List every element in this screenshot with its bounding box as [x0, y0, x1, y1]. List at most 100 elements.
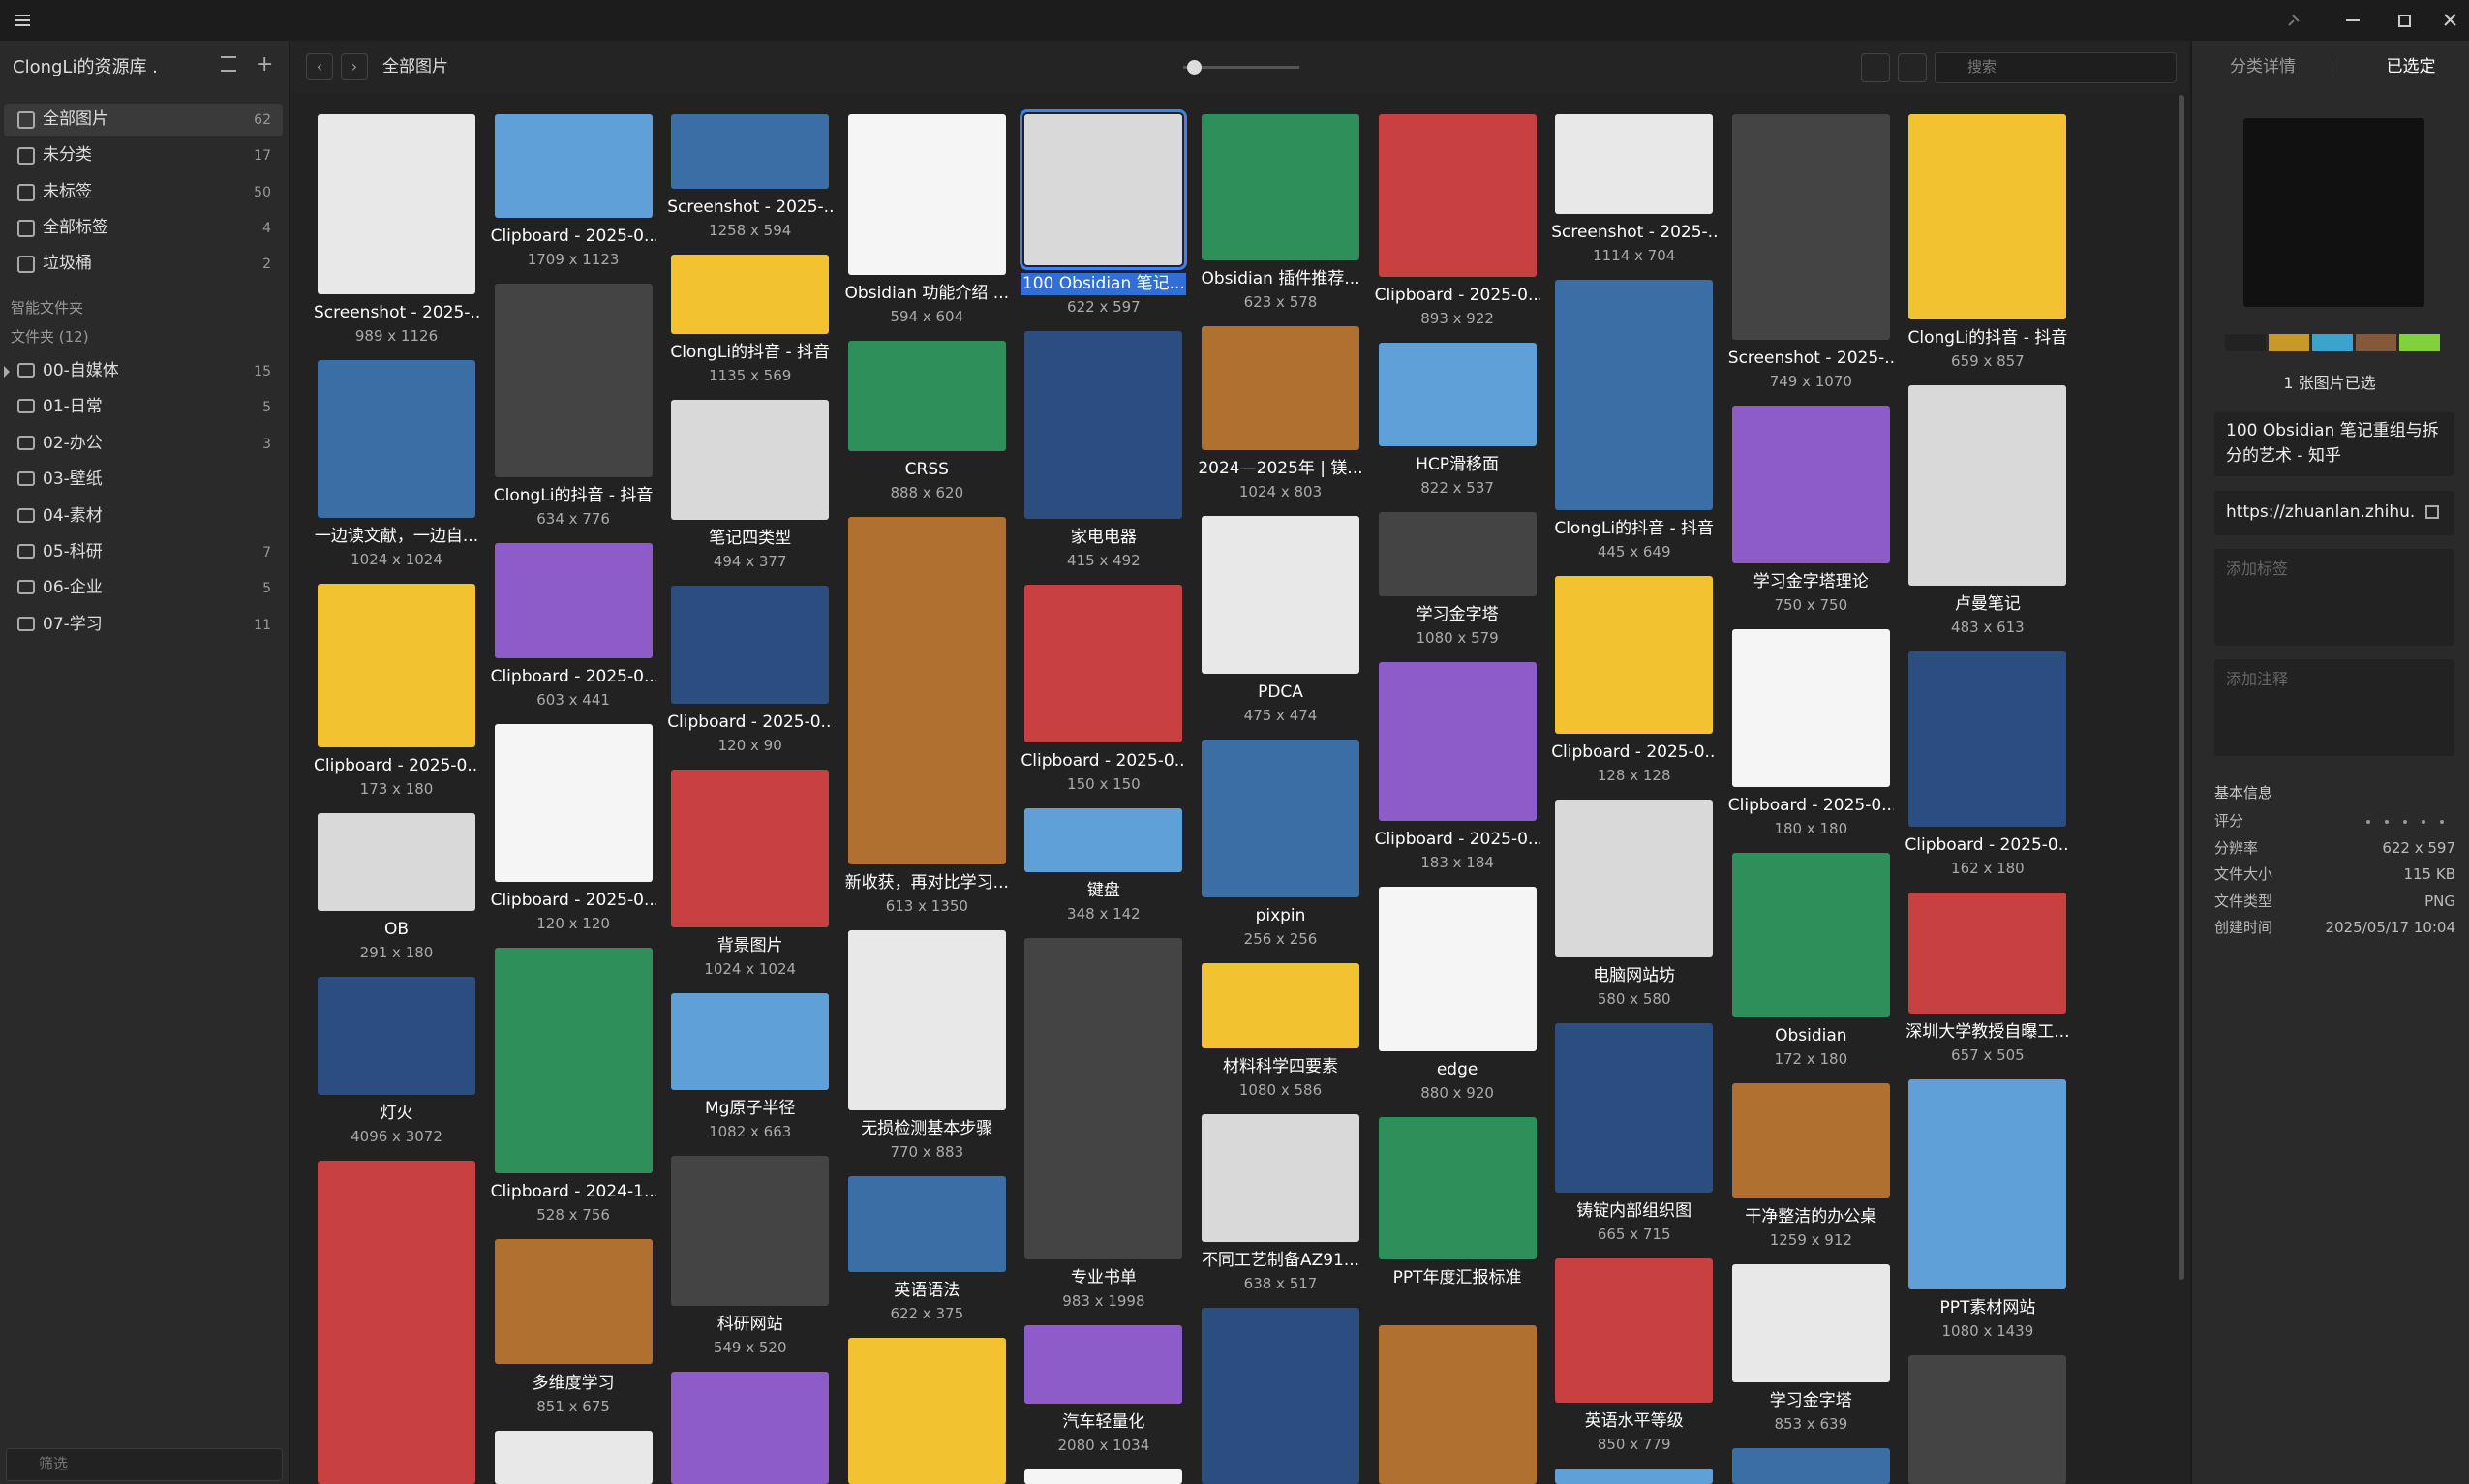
thumbnail[interactable] — [494, 542, 653, 658]
thumbnail[interactable] — [1202, 739, 1359, 897]
thumbnail[interactable] — [1555, 1022, 1714, 1193]
thumbnail[interactable] — [847, 340, 1006, 451]
window-controls[interactable] — [2275, 10, 2464, 31]
thumbnail[interactable] — [1024, 807, 1183, 873]
thumbnail[interactable] — [494, 723, 653, 882]
thumbnail[interactable] — [1202, 962, 1359, 1049]
thumbnail[interactable] — [1378, 511, 1537, 597]
thumbnail[interactable] — [1024, 938, 1183, 1259]
filter-button[interactable] — [1898, 53, 1927, 82]
zoom-track[interactable] — [1183, 66, 1299, 69]
active-row[interactable] — [4, 104, 283, 136]
thumbnail[interactable] — [1731, 1263, 1890, 1382]
thumbnail[interactable] — [1555, 114, 1714, 214]
thumbnail[interactable] — [318, 1161, 475, 1484]
folder-icon — [17, 580, 35, 595]
thumbnail[interactable] — [1731, 852, 1890, 1018]
thumbnail[interactable] — [671, 993, 830, 1091]
thumbnail[interactable] — [1731, 405, 1890, 563]
thumbnail[interactable] — [1555, 799, 1714, 957]
thumbnail[interactable] — [1378, 343, 1537, 446]
thumbnail[interactable] — [847, 1337, 1006, 1484]
thumbnail[interactable] — [318, 114, 475, 294]
thumbnail[interactable] — [1024, 1324, 1183, 1404]
rating-dot[interactable] — [2366, 820, 2370, 824]
menu-icon[interactable] — [14, 12, 33, 29]
thumbnail[interactable] — [1555, 575, 1714, 734]
thumbnail[interactable] — [494, 284, 653, 477]
name-box[interactable] — [2214, 412, 2454, 476]
thumbnail[interactable] — [1378, 114, 1537, 278]
thumbnail[interactable] — [1202, 1114, 1359, 1243]
rating-dot[interactable] — [2403, 820, 2407, 824]
thumbnail[interactable] — [671, 254, 830, 334]
thumbnail[interactable] — [1908, 1355, 2067, 1484]
thumbnail[interactable] — [318, 583, 475, 748]
thumbnail[interactable] — [1202, 326, 1359, 451]
color-swatch[interactable] — [2312, 334, 2353, 351]
thumbnail[interactable] — [1378, 887, 1537, 1052]
thumbnail[interactable] — [1202, 114, 1359, 261]
thumbnail[interactable] — [1731, 1447, 1890, 1484]
thumbnail[interactable] — [1555, 1257, 1714, 1404]
thumbnail[interactable] — [847, 114, 1006, 275]
search-box[interactable] — [1935, 52, 2177, 83]
thumbnail[interactable] — [671, 399, 830, 521]
thumbnail[interactable] — [1378, 662, 1537, 822]
thumbnail[interactable] — [1024, 1469, 1183, 1484]
thumbnail[interactable] — [318, 976, 475, 1096]
color-swatch[interactable] — [2269, 334, 2309, 351]
thumbnail[interactable] — [671, 114, 830, 189]
thumbnail[interactable] — [1555, 280, 1714, 510]
thumbnail[interactable] — [1908, 892, 2067, 1015]
rating-dot[interactable] — [2440, 820, 2444, 824]
thumbnail[interactable] — [494, 947, 653, 1174]
thumbnail[interactable] — [1024, 584, 1183, 742]
thumbnail[interactable] — [1020, 108, 1188, 271]
thumbnail[interactable] — [494, 114, 653, 219]
item-size: 475 x 474 — [1243, 706, 1318, 724]
url-box[interactable] — [2214, 491, 2454, 535]
thumbnail[interactable] — [318, 359, 475, 518]
swap-icon[interactable] — [221, 56, 236, 72]
notes-box[interactable] — [2214, 659, 2454, 756]
sort-button[interactable] — [1861, 53, 1890, 82]
thumbnail[interactable] — [671, 1371, 830, 1484]
thumbnail[interactable] — [1555, 1469, 1714, 1484]
item-title: edge — [1436, 1060, 1478, 1080]
thumbnail[interactable] — [671, 770, 830, 928]
thumbnail[interactable] — [1202, 516, 1359, 674]
thumbnail[interactable] — [1908, 651, 2067, 827]
zoom-knob[interactable] — [1187, 60, 1202, 75]
thumbnail[interactable] — [1731, 114, 1890, 340]
filter-box[interactable] — [6, 1448, 283, 1481]
add-icon[interactable]: + — [256, 54, 274, 76]
thumbnail[interactable] — [671, 586, 830, 705]
thumbnail[interactable] — [1731, 1083, 1890, 1198]
thumbnail[interactable] — [671, 1156, 830, 1306]
tags-box[interactable] — [2214, 549, 2454, 646]
forward-button[interactable]: › — [341, 53, 368, 80]
thumbnail[interactable] — [1908, 1079, 2067, 1290]
thumbnail[interactable] — [318, 813, 475, 911]
thumbnail[interactable] — [847, 516, 1006, 864]
back-button[interactable]: ‹ — [306, 53, 333, 80]
color-swatch[interactable] — [2356, 334, 2396, 351]
scrollbar[interactable] — [2179, 95, 2184, 1280]
thumbnail[interactable] — [494, 1239, 653, 1365]
rating-dot[interactable] — [2385, 820, 2389, 824]
color-swatch[interactable] — [2399, 334, 2440, 351]
thumbnail[interactable] — [847, 929, 1006, 1111]
thumbnail[interactable] — [1378, 1325, 1537, 1484]
color-swatch[interactable] — [2225, 334, 2266, 351]
thumbnail[interactable] — [1024, 331, 1183, 519]
thumbnail[interactable] — [494, 1430, 653, 1484]
rating-dot[interactable] — [2422, 820, 2425, 824]
thumbnail[interactable] — [1731, 628, 1890, 787]
thumbnail[interactable] — [1202, 1308, 1359, 1484]
thumbnail[interactable] — [847, 1176, 1006, 1272]
thumbnail[interactable] — [1378, 1117, 1537, 1260]
thumbnail[interactable] — [1908, 384, 2067, 586]
thumbnail[interactable] — [1908, 114, 2067, 319]
open-link[interactable] — [2425, 505, 2439, 519]
